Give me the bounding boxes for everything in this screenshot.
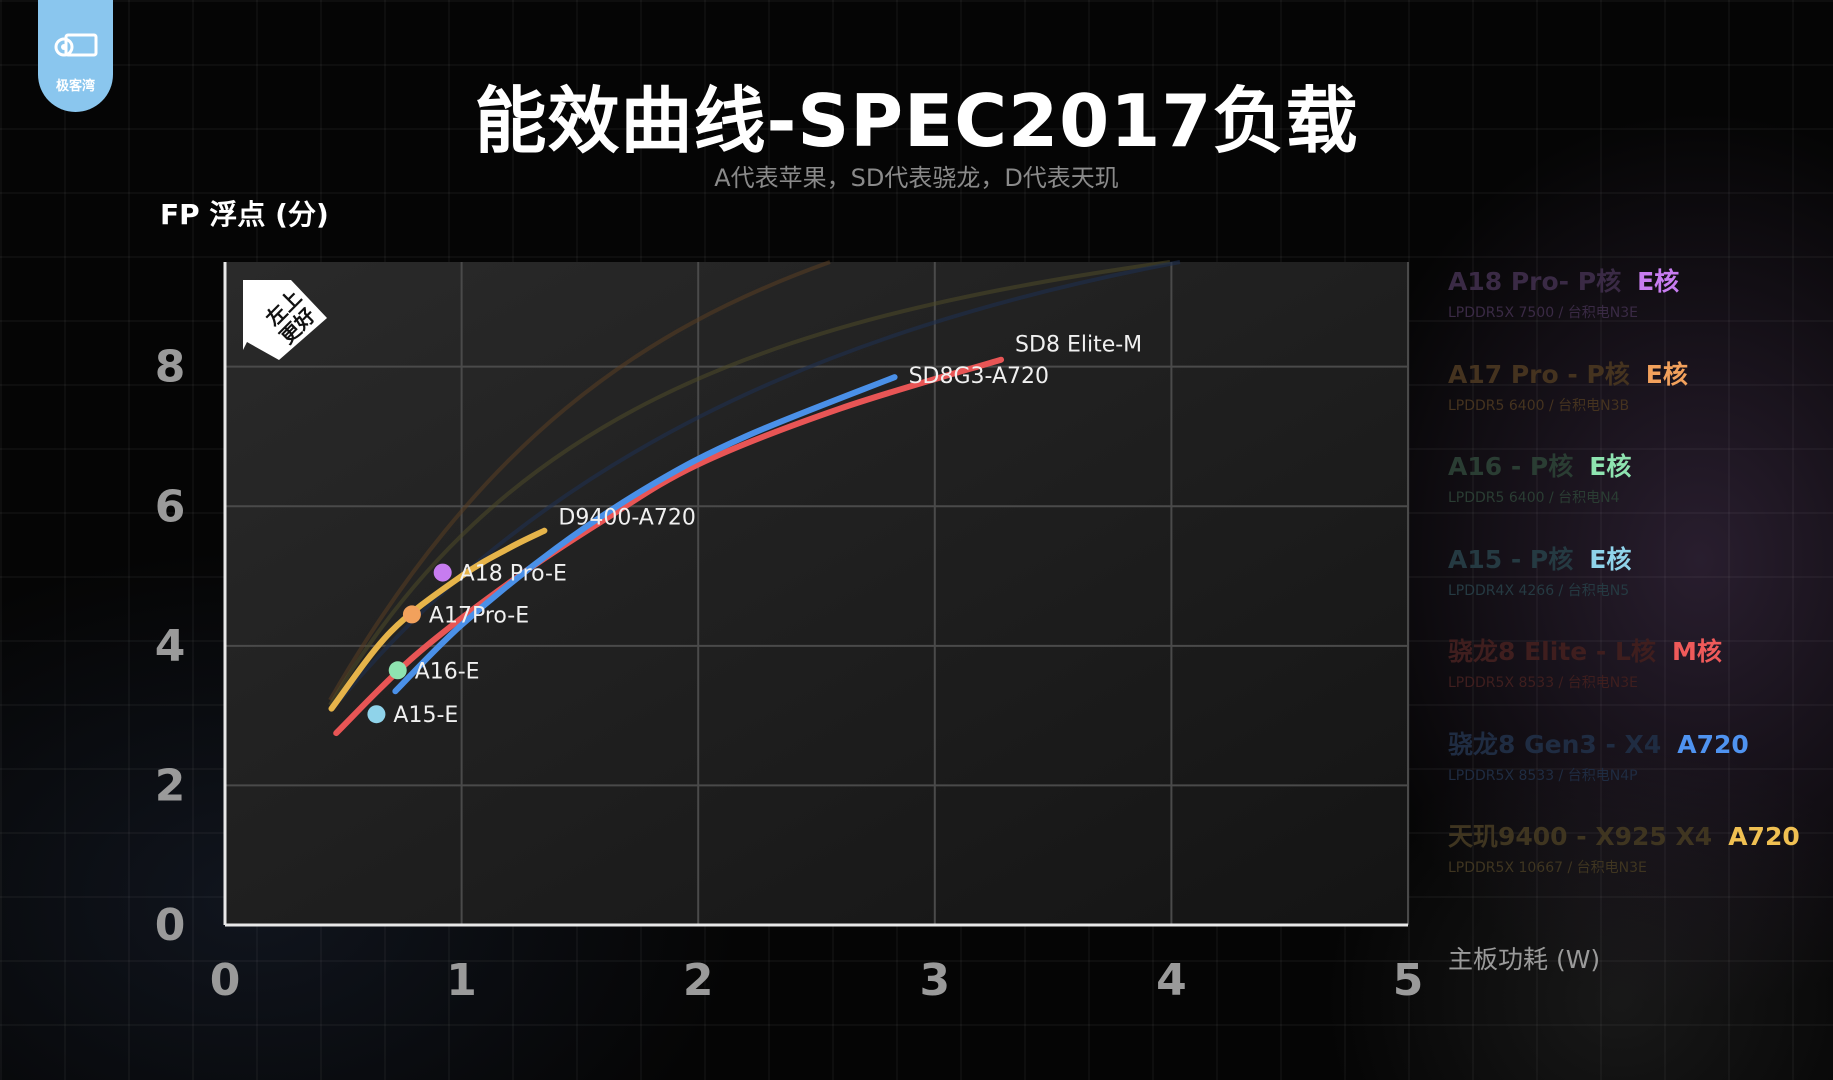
y-tick-label: 0	[155, 900, 186, 951]
legend-item-tag: A720	[1728, 822, 1800, 851]
legend-item-name: 骁龙8 Elite - L核 M核	[1448, 632, 1722, 668]
data-points	[367, 563, 452, 724]
y-tick-label: 2	[155, 760, 186, 811]
series-line-1	[333, 356, 1005, 737]
legend-item: A16 - P核 E核 LPDDR5 6400 / 台积电N4	[1448, 447, 1631, 507]
legend-item-label: 骁龙8 Gen3 - X4	[1448, 729, 1662, 759]
x-tick-label: 1	[446, 955, 477, 1006]
y-tick-label: 6	[155, 481, 186, 532]
legend-item-tag: E核	[1637, 267, 1680, 296]
series-line-2	[392, 374, 898, 695]
data-labels: D9400-A720 SD8 Elite-M SD8G3-A720 A18 Pro-E…	[393, 333, 1142, 729]
point-label-1: A17Pro-E	[429, 603, 529, 628]
legend-item-tag: E核	[1645, 359, 1688, 389]
legend-item-name: A16 - P核 E核	[1448, 447, 1631, 483]
data-point-1	[402, 605, 421, 624]
legend-item-tag: E核	[1589, 452, 1632, 481]
legend-item-spec: LPDDR5X 10667 / 台积电N3E	[1448, 860, 1647, 876]
point-label-2: A16-E	[415, 659, 480, 684]
legend-item-name: A17 Pro - P核 E核	[1448, 355, 1688, 391]
legend-item-spec: LPDDR5X 8533 / 台积电N4P	[1448, 767, 1638, 784]
data-point-3	[367, 705, 386, 724]
legend-item-name: 骁龙8 Gen3 - X4 A720	[1448, 725, 1749, 761]
legend-item: 骁龙8 Gen3 - X4 A720 LPDDR5X 8533 / 台积电N4P	[1448, 725, 1749, 785]
legend-item-label: A17 Pro - P核	[1448, 359, 1630, 389]
series-label-0: D9400-A720	[558, 506, 695, 531]
legend-item-label: 天玑9400 - X925 X4	[1448, 822, 1713, 851]
corner-badge: 左上 更好	[243, 280, 327, 360]
y-axis-label: FP 浮点 (分)	[160, 198, 329, 231]
ghost-curve-a17	[328, 260, 1171, 707]
legend-item-spec: LPDDR5X 8533 / 台积电N3E	[1448, 675, 1638, 691]
legend-item: 天玑9400 - X925 X4 A720 LPDDR5X 10667 / 台积电N…	[1448, 817, 1800, 877]
plot-area	[225, 262, 1408, 925]
legend-item-tag: M核	[1671, 637, 1722, 666]
x-tick-label: 0	[210, 955, 241, 1006]
x-tick-label: 5	[1393, 955, 1424, 1006]
ghost-curve-a18	[328, 260, 831, 701]
legend-item-label: 骁龙8 Elite - L核	[1448, 637, 1656, 666]
x-tick-label: 4	[1156, 955, 1187, 1006]
legend-item-name: A18 Pro- P核 E核	[1448, 262, 1679, 298]
x-tick-label: 2	[683, 955, 714, 1006]
legend-item-spec: LPDDR5X 7500 / 台积电N3E	[1448, 305, 1638, 321]
page-subtitle: A代表苹果，SD代表骁龙，D代表天玑	[714, 164, 1119, 192]
x-axis-label: 主板功耗 (W)	[1448, 945, 1601, 974]
series-label-2: SD8G3-A720	[909, 364, 1049, 389]
legend-item-spec: LPDDR4X 4266 / 台积电N5	[1448, 582, 1630, 599]
series-label-1: SD8 Elite-M	[1015, 333, 1142, 358]
legend-item: A15 - P核 E核 LPDDR4X 4266 / 台积电N5	[1448, 540, 1631, 600]
ghost-curve-a16	[338, 260, 1181, 702]
corner-badge-shape	[243, 280, 327, 360]
legend-item-tag: A720	[1677, 729, 1749, 759]
y-tick-label: 4	[155, 621, 186, 672]
series-line-0	[328, 527, 548, 712]
legend-item-label: A18 Pro- P核	[1448, 267, 1622, 296]
legend-item-spec: LPDDR5 6400 / 台积电N3B	[1448, 397, 1630, 414]
tick-labels: 0 1 2 3 4 5 0 2 4 6 8	[155, 342, 1424, 1006]
point-label-0: A18 Pro-E	[460, 562, 567, 587]
series-lines	[328, 356, 1005, 737]
legend-item-label: A16 - P核	[1448, 452, 1574, 481]
legend-item-spec: LPDDR5 6400 / 台积电N4	[1448, 490, 1620, 506]
y-tick-label: 8	[155, 342, 186, 393]
page-title: 能效曲线-SPEC2017负载	[474, 79, 1359, 163]
axes	[223, 262, 1408, 927]
legend-item-name: 天玑9400 - X925 X4 A720	[1448, 817, 1800, 853]
brand-name: 极客湾	[55, 79, 95, 94]
chip-icon	[54, 33, 97, 57]
data-point-0	[433, 563, 452, 582]
background-curves	[328, 260, 1181, 707]
x-tick-label: 3	[919, 955, 950, 1006]
legend-item-tag: E核	[1589, 544, 1632, 574]
point-label-3: A15-E	[393, 703, 458, 728]
legend-item: A18 Pro- P核 E核 LPDDR5X 7500 / 台积电N3E	[1448, 262, 1679, 322]
legend-item: 骁龙8 Elite - L核 M核 LPDDR5X 8533 / 台积电N3E	[1448, 632, 1722, 692]
data-point-2	[388, 661, 407, 680]
legend-item-name: A15 - P核 E核	[1448, 540, 1631, 576]
brand-logo: 极客湾	[38, 0, 113, 112]
legend-item: A17 Pro - P核 E核 LPDDR5 6400 / 台积电N3B	[1448, 355, 1688, 415]
legend-item-label: A15 - P核	[1448, 544, 1574, 574]
